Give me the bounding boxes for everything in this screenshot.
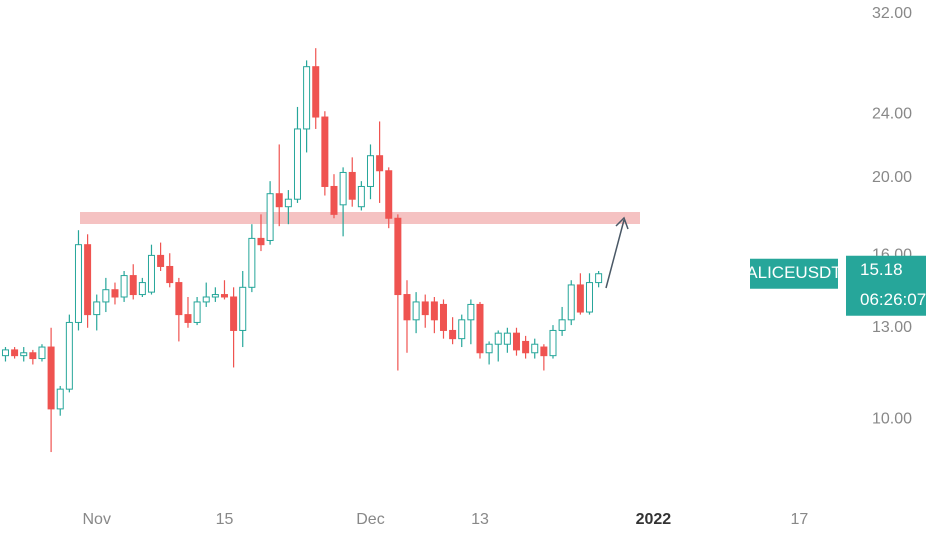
candle-body (595, 273, 603, 284)
resistance-zone (80, 212, 640, 224)
candle-body (147, 254, 155, 293)
candle-body (129, 275, 137, 296)
candle-body (120, 275, 128, 298)
candle-body (284, 198, 292, 208)
candle-body (166, 265, 174, 284)
candle-body (503, 332, 511, 345)
candle-body (485, 343, 493, 354)
candle-body (348, 171, 356, 200)
candle-body (558, 319, 566, 331)
candle-body (385, 170, 393, 219)
candle-body (65, 321, 73, 390)
price-box (846, 255, 926, 316)
candle-body (403, 294, 411, 321)
arrow (605, 216, 629, 289)
candle-body (211, 294, 219, 298)
candle-body (293, 128, 301, 200)
candle-body (239, 286, 247, 331)
candle-body (193, 301, 201, 323)
candle-body (312, 66, 320, 118)
x-tick-label: Nov (83, 511, 111, 528)
y-tick-label: 13.00 (872, 319, 912, 336)
candle-body (20, 352, 28, 357)
candle-body (138, 282, 146, 296)
candle-body (56, 388, 64, 410)
candle-body (303, 66, 311, 130)
symbol-box (750, 258, 838, 289)
candle-body (540, 346, 548, 357)
candle-body (449, 329, 457, 340)
symbol-label: ALICEUSDT (746, 263, 841, 282)
candles (1, 48, 603, 453)
candle-body (458, 319, 466, 340)
y-tick-label: 32.00 (872, 5, 912, 22)
candle-body (522, 340, 530, 354)
candle-body (366, 155, 374, 187)
candle-body (157, 254, 165, 267)
candle-body (321, 116, 329, 187)
candle-body (184, 314, 192, 323)
candle-body (394, 217, 402, 296)
x-tick-label: 15 (216, 511, 234, 528)
candle-body (494, 332, 502, 345)
candle-body (585, 282, 593, 313)
y-tick-label: 20.00 (872, 169, 912, 186)
candle-body (439, 303, 447, 331)
candle-body (421, 301, 429, 316)
candle-body (29, 352, 37, 360)
candle-body (248, 237, 256, 288)
candle-body (202, 296, 210, 303)
candle-body (357, 185, 365, 208)
candle-body (430, 301, 438, 321)
candle-body (84, 244, 92, 316)
candle-body (38, 346, 46, 360)
candle-body (549, 329, 557, 357)
x-tick-label: 2022 (636, 511, 672, 528)
candle-body (467, 303, 475, 321)
y-tick-label: 24.00 (872, 105, 912, 122)
y-tick-label: 10.00 (872, 410, 912, 427)
candle-body (339, 171, 347, 206)
candle-body (102, 289, 110, 303)
candle-body (567, 284, 575, 321)
candle-body (220, 294, 228, 298)
candle-body (257, 237, 265, 246)
candle-body (93, 301, 101, 316)
candle-body (476, 303, 484, 354)
x-tick-label: 17 (790, 511, 808, 528)
countdown: 06:26:07 (860, 290, 926, 309)
x-tick-label: 13 (471, 511, 489, 528)
last-price: 15.18 (860, 260, 903, 279)
candle-body (11, 349, 19, 357)
candle-body (47, 346, 55, 410)
candle-body (175, 282, 183, 316)
candle-body (74, 244, 82, 323)
x-tick-label: Dec (356, 511, 384, 528)
candle-body (576, 284, 584, 313)
candle-body (412, 301, 420, 321)
candle-body (230, 296, 238, 331)
candle-body (376, 155, 384, 172)
candle-body (1, 349, 9, 357)
candle-body (330, 185, 338, 215)
candle-body (266, 193, 274, 241)
candle-body (111, 289, 119, 298)
candle-body (512, 332, 520, 351)
candle-body (531, 343, 539, 354)
candle-body (275, 193, 283, 208)
